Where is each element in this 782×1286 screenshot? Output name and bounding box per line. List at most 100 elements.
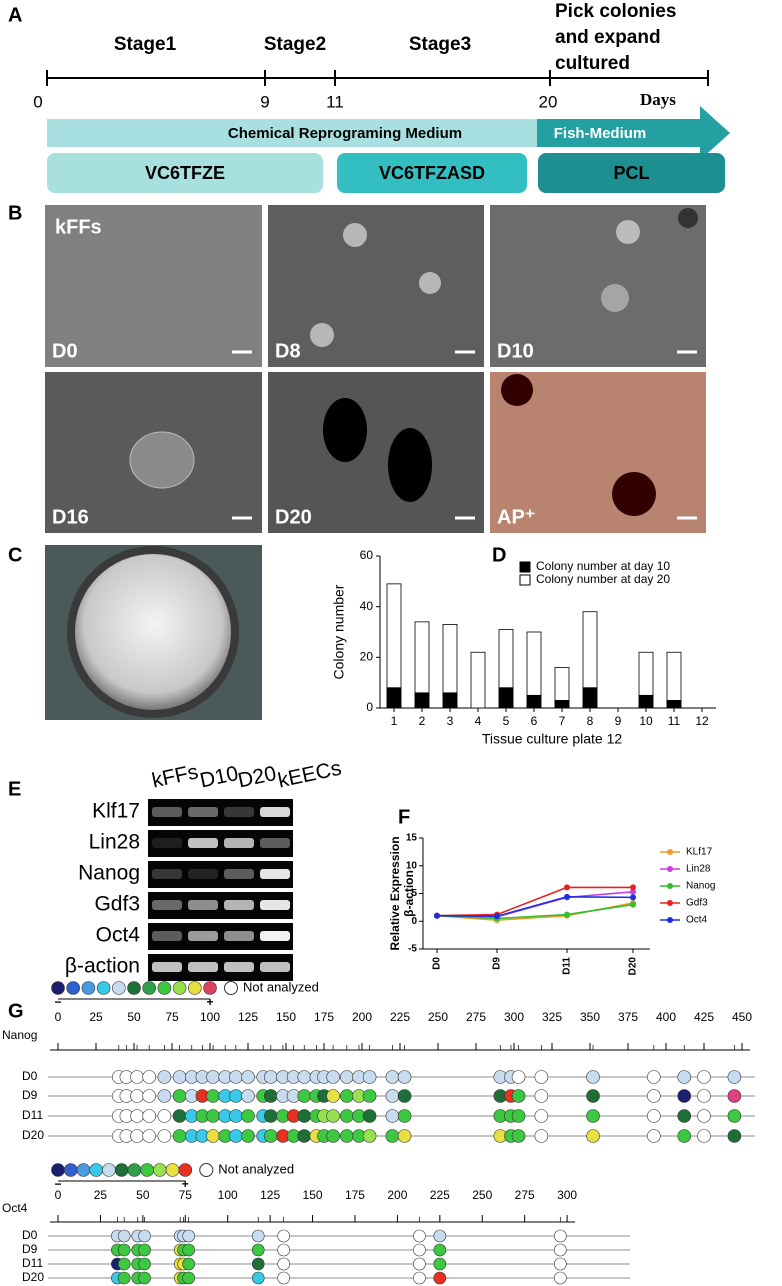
colony — [419, 272, 441, 294]
cpg-site — [117, 1243, 131, 1257]
plate — [75, 554, 231, 710]
micrographs — [45, 205, 706, 533]
legend-circle — [76, 1163, 91, 1177]
legend-label: Oct4 — [686, 915, 708, 926]
cpg-site — [172, 1070, 187, 1084]
gel-band — [188, 962, 218, 972]
cpg-site — [433, 1257, 447, 1271]
cpg-site — [697, 1109, 711, 1123]
cpg-site — [138, 1243, 151, 1257]
legend-circle — [203, 981, 217, 995]
cpg-site — [647, 1129, 661, 1143]
cpg-site — [142, 1070, 156, 1084]
x-tick-label: 0 — [55, 1188, 62, 1202]
gel-band — [224, 838, 254, 848]
text: Not analyzed — [218, 1161, 294, 1176]
x-tick-label: 25 — [89, 1010, 103, 1024]
cpg-site — [397, 1109, 412, 1123]
legend-circle — [96, 981, 111, 995]
legend-swatch — [519, 574, 531, 586]
cpg-site — [727, 1089, 742, 1103]
cpg-site — [647, 1089, 661, 1103]
series-marker — [630, 894, 636, 901]
text: D0 — [22, 1228, 38, 1242]
gel-band — [188, 900, 218, 910]
text: 20 — [539, 92, 558, 111]
gel-band — [260, 900, 290, 910]
x-tick-label: 50 — [127, 1010, 141, 1024]
medium-band — [47, 119, 537, 147]
bar — [386, 687, 402, 709]
legend-circle — [127, 981, 141, 995]
cpg-site — [413, 1229, 426, 1243]
legend-circle — [81, 981, 96, 995]
x-tick-label: 7 — [559, 714, 566, 728]
cpg-site — [138, 1229, 151, 1243]
cpg-site — [172, 1109, 187, 1123]
text: D16 — [52, 506, 89, 528]
x-tick-label: D20 — [628, 957, 639, 976]
legend-circle — [142, 981, 156, 995]
cpg-site — [397, 1089, 412, 1103]
cpg-site — [251, 1257, 265, 1271]
cpg-site — [433, 1271, 447, 1285]
text: D20 — [275, 506, 312, 528]
x-tick-label: 1 — [391, 714, 398, 728]
x-tick-label: 3 — [447, 714, 454, 728]
cpg-site — [647, 1070, 661, 1084]
text: Stage2 — [264, 34, 326, 55]
x-tick-label: 175 — [345, 1188, 365, 1202]
legend-label: KLf17 — [686, 847, 713, 858]
x-tick-label: 225 — [430, 1188, 450, 1202]
x-tick-label: 175 — [314, 1010, 334, 1024]
x-tick-label: 6 — [531, 714, 538, 728]
cpg-site — [297, 1129, 312, 1143]
cpg-site — [554, 1271, 567, 1285]
text: C — [8, 544, 22, 566]
bar — [498, 687, 514, 709]
x-tick-label: 225 — [390, 1010, 410, 1024]
legend-marker — [667, 883, 673, 889]
x-tick-label: D0 — [432, 957, 443, 970]
gel-band — [224, 900, 254, 910]
cpg-site — [206, 1109, 220, 1123]
x-tick-label: 12 — [695, 714, 709, 728]
medium-arrow — [537, 106, 730, 160]
cpg-site — [413, 1271, 426, 1285]
cpg-site — [142, 1129, 156, 1143]
gel-band — [152, 869, 182, 879]
cpg-site — [297, 1109, 312, 1123]
y-tick-label: 0 — [411, 916, 417, 927]
text: Stage3 — [409, 34, 471, 55]
cpg-site — [413, 1243, 426, 1257]
x-tick-label: 275 — [515, 1188, 535, 1202]
gel-band — [260, 931, 290, 941]
legend-circle — [102, 1163, 116, 1177]
x-tick-label: 4 — [475, 714, 482, 728]
text: D — [492, 544, 506, 566]
gel-band — [152, 962, 182, 972]
cpg-site — [229, 1089, 243, 1103]
cpg-site — [172, 1129, 187, 1143]
text: β-action — [65, 955, 140, 978]
legend-circle — [153, 1163, 167, 1177]
cpg-site — [385, 1070, 400, 1084]
legend-label: Gdf3 — [686, 898, 708, 909]
cpg-site — [130, 1070, 144, 1084]
cpg-site — [697, 1070, 711, 1084]
cpg-site — [339, 1070, 354, 1084]
cpg-site — [677, 1070, 692, 1084]
cpg-site — [677, 1129, 692, 1143]
cpg-site — [130, 1089, 144, 1103]
text: Oct4 — [96, 924, 141, 947]
cpg-site — [241, 1070, 255, 1084]
x-tick-label: 8 — [587, 714, 594, 728]
x-tick-label: 425 — [694, 1010, 714, 1024]
series-line — [436, 903, 634, 920]
legend-label: Lin28 — [686, 864, 711, 875]
text: Not analyzed — [243, 979, 319, 994]
text: Nanog — [78, 862, 140, 885]
cpg-site — [142, 1109, 156, 1123]
legend-swatch — [519, 561, 531, 573]
text: Nanog — [2, 1028, 37, 1042]
